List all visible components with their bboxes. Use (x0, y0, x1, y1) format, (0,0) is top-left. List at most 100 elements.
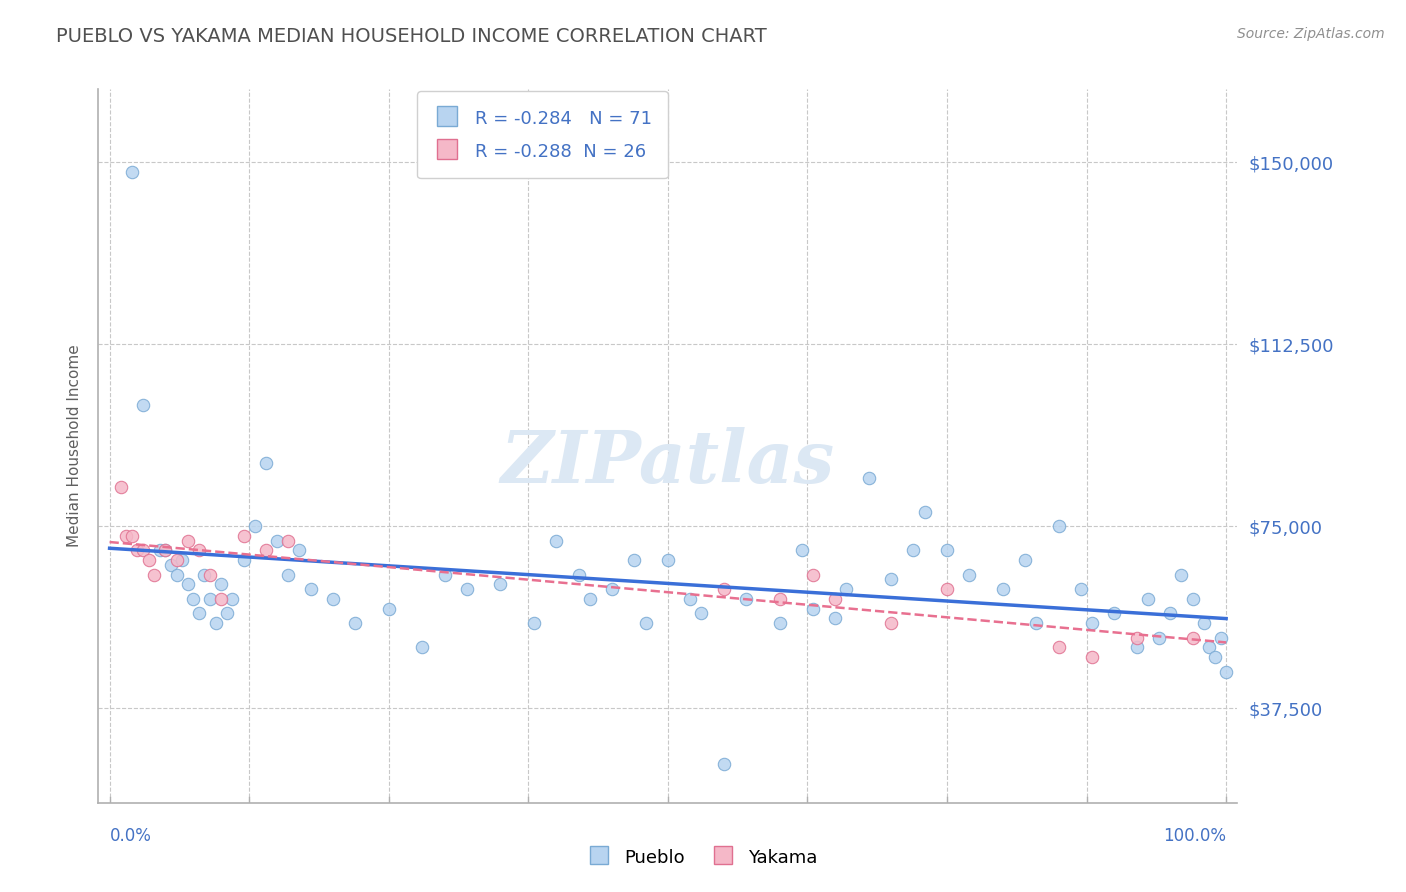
Text: Source: ZipAtlas.com: Source: ZipAtlas.com (1237, 27, 1385, 41)
Text: 100.0%: 100.0% (1163, 827, 1226, 845)
Point (578, 591, 600, 606)
Point (198, 567, 221, 582)
Point (277, 567, 299, 582)
Text: ZIPatlas: ZIPatlas (501, 427, 835, 499)
Point (187, 607, 209, 621)
Point (1181, 591, 1204, 606)
Point (1081, 616, 1104, 631)
Point (377, 601, 399, 615)
Point (489, 577, 512, 591)
Point (1126, 640, 1149, 655)
Point (204, 616, 226, 631)
Point (155, 543, 177, 558)
Point (991, 582, 1014, 597)
Point (1147, 631, 1170, 645)
Point (1181, 631, 1204, 645)
Point (1081, 650, 1104, 665)
Text: PUEBLO VS YAKAMA MEDIAN HOUSEHOLD INCOME CORRELATION CHART: PUEBLO VS YAKAMA MEDIAN HOUSEHOLD INCOME… (56, 27, 768, 45)
Point (121, 529, 143, 543)
Point (679, 591, 702, 606)
Point (288, 543, 311, 558)
Point (1025, 616, 1047, 631)
Point (1070, 582, 1092, 597)
Legend: Pueblo, Yakama: Pueblo, Yakama (581, 840, 825, 874)
Point (138, 553, 160, 567)
Point (1014, 553, 1036, 567)
Point (957, 567, 980, 582)
Point (634, 616, 657, 631)
Point (903, 543, 925, 558)
Point (177, 577, 200, 591)
Point (187, 543, 209, 558)
Point (115, 529, 138, 543)
Point (143, 567, 166, 582)
Point (1047, 640, 1070, 655)
Point (1170, 567, 1192, 582)
Point (166, 567, 188, 582)
Point (277, 533, 299, 548)
Point (121, 165, 143, 179)
Point (523, 616, 546, 631)
Point (177, 533, 200, 548)
Point (936, 582, 959, 597)
Point (824, 591, 846, 606)
Point (835, 582, 858, 597)
Point (149, 543, 172, 558)
Point (254, 456, 277, 470)
Y-axis label: Median Household Income: Median Household Income (66, 344, 82, 548)
Point (801, 601, 824, 615)
Point (735, 591, 758, 606)
Point (172, 553, 194, 567)
Point (209, 591, 232, 606)
Point (1215, 665, 1237, 679)
Point (232, 529, 254, 543)
Point (1192, 616, 1215, 631)
Point (1209, 631, 1232, 645)
Text: 0.0%: 0.0% (110, 827, 152, 845)
Point (1047, 519, 1070, 533)
Point (623, 553, 645, 567)
Point (193, 567, 215, 582)
Point (1126, 631, 1149, 645)
Point (132, 543, 155, 558)
Point (880, 616, 903, 631)
Point (600, 582, 623, 597)
Point (824, 611, 846, 625)
Point (1104, 607, 1126, 621)
Point (1204, 650, 1226, 665)
Point (221, 591, 243, 606)
Point (768, 616, 790, 631)
Point (936, 543, 959, 558)
Point (344, 616, 367, 631)
Point (1198, 640, 1220, 655)
Point (166, 553, 188, 567)
Point (155, 543, 177, 558)
Point (160, 558, 183, 572)
Point (299, 582, 322, 597)
Point (433, 567, 456, 582)
Point (456, 582, 478, 597)
Point (243, 519, 266, 533)
Point (1136, 591, 1159, 606)
Point (1159, 607, 1181, 621)
Point (690, 607, 713, 621)
Point (768, 591, 790, 606)
Point (110, 480, 132, 494)
Point (546, 533, 568, 548)
Point (858, 470, 880, 484)
Point (254, 543, 277, 558)
Point (790, 543, 813, 558)
Point (880, 573, 903, 587)
Point (411, 640, 433, 655)
Point (209, 577, 232, 591)
Point (183, 591, 205, 606)
Point (132, 398, 155, 412)
Point (266, 533, 288, 548)
Point (232, 553, 254, 567)
Legend: R = -0.284   N = 71, R = -0.288  N = 26: R = -0.284 N = 71, R = -0.288 N = 26 (418, 91, 668, 178)
Point (713, 582, 735, 597)
Point (322, 591, 344, 606)
Point (713, 756, 735, 771)
Point (215, 607, 238, 621)
Point (657, 553, 679, 567)
